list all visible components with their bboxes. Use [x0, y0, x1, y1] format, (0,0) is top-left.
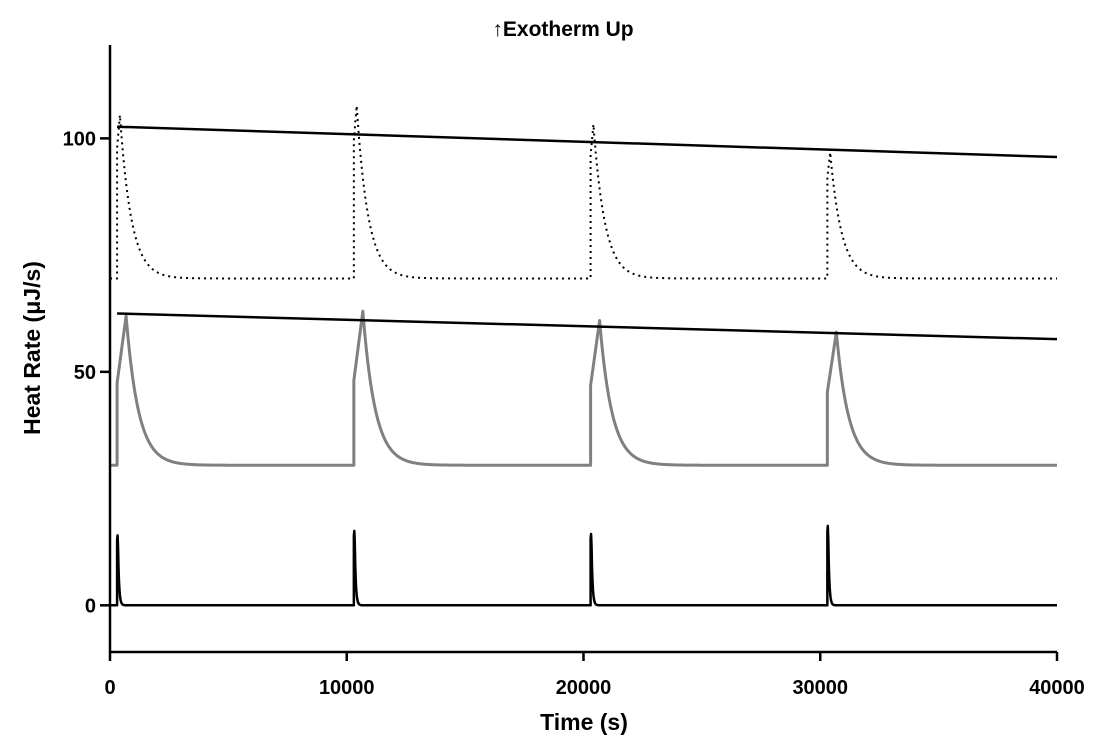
series-line-2: [108, 309, 1059, 467]
x-axis-title: Time (s): [540, 709, 628, 735]
y-tick-label: 100: [63, 128, 96, 150]
x-tick-label: 30000: [792, 677, 848, 699]
y-tick-label: 0: [85, 595, 96, 617]
x-tick-label: 0: [104, 677, 115, 699]
series-line-4: [117, 312, 1058, 341]
x-tick-label: 40000: [1029, 677, 1085, 699]
series-line-1: [109, 524, 1058, 607]
y-tick-label: 50: [74, 362, 96, 384]
plot-lines: [108, 104, 1059, 607]
ticks: 0 10000 20000 30000 40000 0 50 100: [63, 128, 1085, 699]
y-axis-title: Heat Rate (μJ/s): [19, 261, 45, 435]
chart-title: ↑Exotherm Up: [492, 18, 633, 41]
series-line-5: [117, 125, 1058, 159]
x-tick-label: 20000: [556, 677, 612, 699]
x-tick-label: 10000: [319, 677, 375, 699]
